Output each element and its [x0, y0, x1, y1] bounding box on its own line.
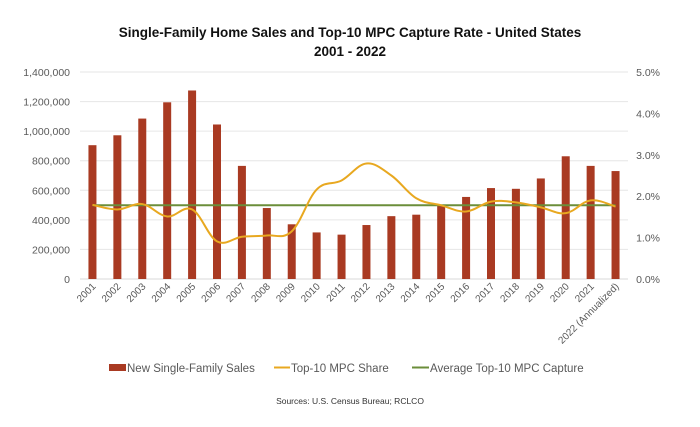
- right-y-tick-label: 0.0%: [636, 274, 660, 286]
- legend-label-sales: New Single-Family Sales: [127, 363, 255, 375]
- bar: [362, 225, 371, 279]
- x-tick-label: 2010: [299, 281, 323, 305]
- x-tick-label: 2018: [499, 281, 523, 305]
- x-axis: 2001 2002 2003 2004 2005 2006 2007 2008 2009 2010…: [75, 281, 622, 346]
- x-tick-label: 2016: [449, 281, 473, 305]
- x-tick-label: 2013: [374, 281, 398, 305]
- legend: New Single-Family Sales Top-10 MPC Share…: [109, 363, 584, 375]
- right-y-tick-label: 2.0%: [636, 191, 660, 203]
- left-y-tick-label: 400,000: [32, 215, 70, 227]
- x-tick-label: 2012: [349, 281, 373, 305]
- x-tick-label: 2002: [100, 281, 124, 305]
- bar: [138, 118, 147, 279]
- left-y-tick-label: 1,000,000: [23, 126, 70, 138]
- legend-swatch-sales: [109, 364, 126, 371]
- x-tick-label: 2001: [75, 281, 99, 305]
- left-y-tick-label: 1,200,000: [23, 97, 70, 109]
- bar: [312, 232, 321, 279]
- x-tick-label: 2003: [125, 281, 149, 305]
- bar: [287, 224, 296, 279]
- x-tick-label: 2020: [548, 281, 572, 305]
- right-y-axis: 0.0% 1.0% 2.0% 3.0% 4.0% 5.0%: [636, 67, 660, 286]
- bar: [511, 188, 520, 279]
- right-y-tick-label: 1.0%: [636, 233, 660, 245]
- bar: [437, 205, 446, 279]
- legend-label-average: Average Top-10 MPC Capture: [430, 363, 584, 375]
- bar: [113, 135, 122, 279]
- x-tick-label: 2008: [249, 281, 273, 305]
- right-y-tick-label: 5.0%: [636, 67, 660, 79]
- left-y-tick-label: 1,400,000: [23, 67, 70, 79]
- x-tick-label: 2006: [200, 281, 224, 305]
- bar: [237, 165, 246, 279]
- x-tick-label: 2009: [274, 281, 298, 305]
- x-tick-label: 2007: [225, 281, 249, 305]
- bar: [412, 214, 421, 279]
- x-tick-label: 2017: [474, 281, 498, 305]
- line-series: [92, 162, 616, 244]
- right-y-tick-label: 4.0%: [636, 108, 660, 120]
- bar: [487, 188, 495, 279]
- bar: [387, 216, 396, 279]
- bar: [188, 90, 197, 279]
- x-tick-label: 2015: [424, 281, 448, 305]
- chart-subtitle: 2001 - 2022: [314, 44, 386, 59]
- legend-label-share: Top-10 MPC Share: [291, 363, 389, 375]
- bar: [611, 171, 620, 279]
- left-y-axis: 0 200,000 400,000 600,000 800,000 1,000,000 1,…: [23, 67, 70, 286]
- bar: [262, 208, 271, 279]
- bar: [213, 124, 221, 279]
- left-y-tick-label: 800,000: [32, 156, 70, 168]
- left-y-tick-label: 200,000: [32, 244, 70, 256]
- x-tick-label: 2014: [399, 281, 423, 305]
- chart-title: Single-Family Home Sales and Top-10 MPC …: [119, 25, 582, 40]
- source-note: Sources: U.S. Census Bureau; RCLCO: [276, 396, 424, 406]
- bar: [462, 196, 471, 279]
- bar: [536, 178, 545, 279]
- bar: [88, 145, 97, 279]
- bar: [561, 156, 570, 279]
- bar: [163, 102, 172, 279]
- mpc-share-line: [92, 162, 616, 244]
- right-y-tick-label: 3.0%: [636, 150, 660, 162]
- x-tick-label: 2019: [523, 281, 547, 305]
- left-y-tick-label: 600,000: [32, 185, 70, 197]
- x-tick-label: 2011: [325, 281, 348, 304]
- bar: [586, 165, 595, 279]
- x-tick-label: 2004: [150, 281, 174, 305]
- gridlines: [80, 71, 628, 280]
- x-tick-label: 2005: [175, 281, 199, 305]
- bar: [337, 234, 346, 279]
- bar-series: [88, 90, 620, 279]
- left-y-tick-label: 0: [64, 274, 70, 286]
